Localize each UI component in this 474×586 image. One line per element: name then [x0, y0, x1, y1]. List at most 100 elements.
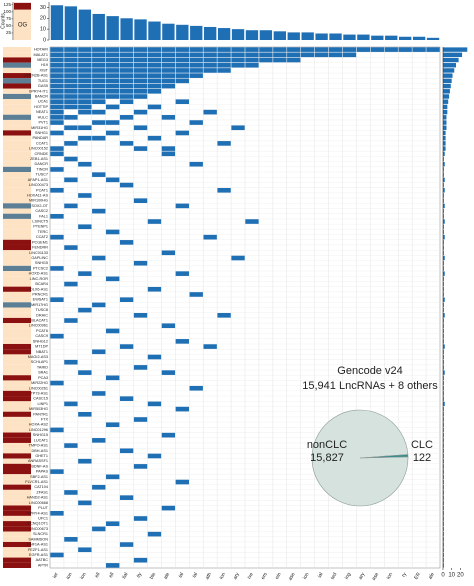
pie-slice — [359, 454, 409, 459]
annotation-cell — [3, 156, 31, 162]
row-bar — [443, 354, 444, 360]
column-bar — [412, 36, 426, 40]
cell — [50, 99, 64, 105]
annotation-cell — [3, 57, 31, 63]
row-bar — [443, 99, 449, 104]
pie-label: CLC — [411, 439, 433, 451]
cell — [203, 57, 217, 63]
row-bar — [443, 292, 444, 297]
row-bar — [443, 167, 444, 172]
row-bar — [443, 526, 444, 532]
annotation-cell — [3, 427, 31, 433]
cell — [203, 344, 217, 349]
cell — [50, 146, 64, 151]
cell — [92, 484, 106, 490]
cell — [106, 276, 120, 282]
row-label: TUSC8 — [36, 308, 48, 312]
cell — [64, 443, 78, 448]
row-label: CCAT1 — [36, 141, 48, 145]
cell — [50, 214, 64, 219]
row-label: PLUT — [38, 506, 48, 510]
cell — [50, 151, 64, 157]
cell — [92, 302, 106, 308]
annotation-cell — [3, 354, 31, 360]
row-bar — [443, 406, 444, 412]
annotation-cell — [3, 255, 31, 261]
cell — [64, 78, 78, 84]
row-label: GHET1 — [35, 454, 48, 458]
cell — [133, 62, 148, 68]
row-label: MAGI2-AS3 — [28, 355, 48, 359]
row-bar — [443, 156, 444, 162]
row-label: CASC15 — [33, 397, 48, 401]
row-label: TMPO-AS1 — [29, 444, 48, 448]
cell — [106, 73, 120, 78]
row-bar — [443, 125, 447, 130]
cell — [78, 193, 92, 198]
row-bar — [443, 453, 444, 459]
cell — [161, 115, 176, 120]
row-label: PCA3 — [38, 376, 48, 380]
annotation-cell — [3, 151, 31, 157]
cell — [106, 57, 120, 63]
row-bar — [443, 63, 456, 68]
cell — [370, 47, 384, 52]
row-label: ZEB1-AS1 — [30, 157, 48, 161]
cell — [147, 286, 162, 292]
annotation-cell — [3, 83, 31, 89]
cell — [119, 78, 134, 84]
row-label: EWSAT1 — [33, 298, 48, 302]
cell — [133, 109, 148, 115]
cell — [50, 510, 64, 516]
row-bar — [443, 255, 445, 261]
column-tick-label: 20 — [40, 16, 46, 22]
annotation-cell — [3, 422, 31, 428]
cell — [147, 135, 162, 141]
annotation-cell — [3, 286, 31, 292]
cell — [92, 62, 106, 68]
row-bar — [443, 94, 450, 99]
row-label: MIR503HG — [29, 407, 48, 411]
column-label: ial — [177, 572, 185, 579]
cell — [231, 52, 245, 58]
cell — [259, 47, 273, 52]
cell — [106, 78, 120, 84]
row-bar — [443, 375, 444, 381]
row-bar — [443, 448, 444, 453]
row-label: AATBC — [36, 558, 49, 562]
row-label: LINC01296 — [29, 428, 48, 432]
cell — [133, 417, 148, 422]
cell — [133, 83, 148, 89]
annotation-cell — [3, 489, 31, 496]
annotation-cell — [3, 78, 31, 84]
cell — [78, 78, 92, 84]
cell — [161, 57, 176, 63]
cell — [78, 83, 92, 89]
row-bar — [443, 318, 444, 323]
annotation-cell — [3, 495, 31, 501]
cell — [175, 73, 189, 78]
column-bar — [343, 34, 356, 40]
cell — [245, 52, 259, 58]
cell — [92, 255, 106, 261]
cell — [189, 68, 203, 73]
cell — [217, 68, 231, 73]
annotation-cell — [3, 234, 31, 240]
annotation-cell — [3, 291, 31, 298]
row-label: TUG1 — [38, 79, 48, 83]
cell — [203, 47, 217, 52]
row-label: HOXA11-AS — [27, 193, 48, 197]
cell — [245, 62, 259, 68]
annotation-cell — [3, 469, 31, 475]
annotation-cell — [3, 187, 31, 193]
cell — [301, 52, 315, 58]
cell — [133, 464, 148, 469]
annotation-cell — [3, 370, 31, 376]
annotation-cell — [3, 458, 31, 464]
cell — [231, 47, 245, 52]
cell — [161, 83, 176, 89]
cell — [64, 401, 78, 407]
cell — [161, 432, 176, 438]
row-label: MEG3 — [37, 58, 48, 62]
